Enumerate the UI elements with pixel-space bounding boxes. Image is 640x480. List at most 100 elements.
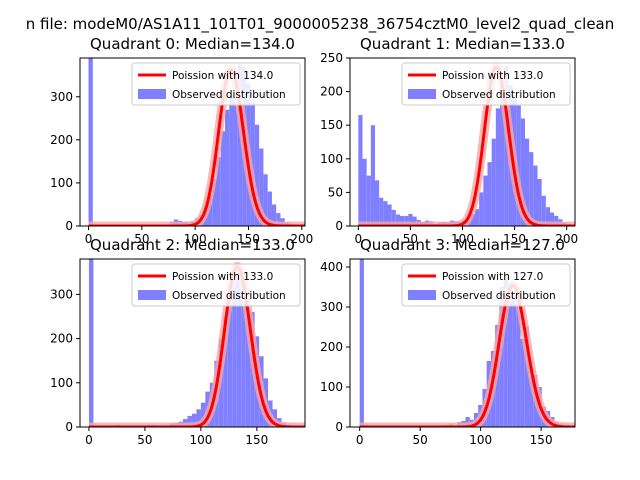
y-tick-label: 200 — [50, 332, 73, 346]
poisson-curve — [357, 65, 575, 226]
histogram-bar — [375, 180, 380, 226]
x-tick-label: 0 — [356, 433, 364, 447]
histogram-bar — [487, 162, 492, 226]
histogram-bar — [207, 195, 213, 226]
histogram-bar — [387, 204, 392, 226]
histogram-bar — [254, 124, 260, 226]
histogram-bar — [500, 78, 505, 226]
legend-label-observed: Observed distribution — [442, 89, 556, 101]
subplot-title: Quadrant 3: Median=127.0 — [360, 236, 565, 254]
x-tick-label: 100 — [469, 433, 492, 447]
histogram-bar — [512, 295, 517, 427]
x-tick-label: 150 — [237, 232, 260, 246]
histogram-bar — [267, 191, 272, 226]
histogram-bar — [271, 204, 277, 226]
histogram-bar — [554, 215, 559, 226]
subplot-quadrant-0: Quadrant 0: Median=134.0 0 50 100 150 200 0 10… — [50, 35, 313, 246]
poisson-curve — [88, 67, 305, 226]
legend-box — [401, 62, 571, 106]
y-tick-label: 50 — [328, 185, 343, 199]
histogram-bar — [537, 178, 542, 226]
histogram-bar — [250, 103, 255, 226]
figure-suptitle: n file: modeM0/AS1A11_101T01_9000005238_… — [26, 15, 615, 34]
y-tick-label: 100 — [50, 376, 73, 390]
histogram-bar — [259, 148, 264, 226]
x-tick-label: 100 — [189, 433, 212, 447]
histogram-bar — [529, 152, 534, 226]
y-tick-label: 100 — [50, 176, 73, 190]
histogram-bar — [229, 94, 234, 226]
y-tick-label: 200 — [50, 133, 73, 147]
x-tick-label: 0 — [85, 433, 93, 447]
histogram-bar — [541, 195, 546, 226]
legend-label-poisson: Poission with 134.0 — [172, 70, 273, 82]
histogram-bar — [491, 138, 496, 226]
histogram-bar — [475, 209, 480, 226]
legend-label-poisson: Poission with 133.0 — [442, 70, 543, 82]
histogram-bar — [366, 175, 371, 226]
plot-area — [85, 259, 305, 427]
legend-box — [401, 263, 571, 307]
plot-area — [354, 62, 575, 226]
histogram-bar — [495, 108, 500, 226]
x-tick-label: 150 — [530, 433, 553, 447]
x-tick-label: 100 — [184, 232, 207, 246]
histogram-bar — [524, 327, 530, 427]
histogram-bar — [483, 175, 488, 226]
histogram-bar — [236, 265, 242, 427]
histogram-bar — [276, 213, 281, 226]
legend-box — [131, 263, 301, 307]
subplot-title: Quadrant 0: Median=134.0 — [90, 35, 295, 53]
y-tick-label: 300 — [50, 287, 73, 301]
histogram-bar — [212, 178, 217, 226]
y-tick-label: 200 — [320, 340, 343, 354]
y-tick-label: 400 — [320, 260, 343, 274]
histogram-bar — [391, 209, 396, 226]
histogram-bar — [550, 212, 555, 226]
histogram-bar — [533, 165, 538, 226]
y-tick-label: 0 — [335, 219, 343, 233]
legend-bar-swatch — [408, 290, 436, 300]
histogram-bar — [359, 259, 364, 427]
histogram-bar — [516, 287, 521, 427]
histogram-bar — [358, 115, 363, 226]
histogram-bar — [525, 138, 530, 226]
axes-frame — [79, 57, 306, 227]
histogram-bar — [237, 64, 243, 226]
x-tick-label: 100 — [451, 232, 474, 246]
histogram-bar — [223, 316, 228, 427]
subplot-quadrant-2: Quadrant 2: Median=133.0 0 50 100 150 0 100 20… — [50, 236, 306, 447]
histogram-bar — [196, 409, 201, 427]
axes-frame — [79, 258, 306, 428]
histogram-bar — [400, 215, 405, 226]
histogram-bar — [232, 281, 237, 427]
y-tick-label: 300 — [50, 90, 73, 104]
histogram-bar — [200, 402, 206, 427]
histogram-bar — [516, 105, 521, 226]
histogram-bar — [241, 278, 246, 427]
legend: Poission with 127.0 Observed distribution — [401, 263, 571, 307]
histogram-bar — [227, 294, 233, 427]
histogram-bar — [412, 216, 417, 226]
histogram-bar — [395, 214, 400, 226]
poisson-band — [356, 280, 575, 427]
legend: Poission with 133.0 Observed distribution — [131, 263, 301, 307]
histogram-bar — [362, 158, 367, 226]
legend: Poission with 134.0 Observed distribution — [131, 62, 301, 106]
legend-box — [131, 62, 301, 106]
histogram-bar — [529, 367, 534, 427]
histogram-bar — [379, 197, 384, 226]
histogram-bar — [88, 259, 94, 427]
y-tick-label: 0 — [65, 219, 73, 233]
x-tick-label: 200 — [290, 232, 313, 246]
x-tick-label: 50 — [134, 232, 149, 246]
subplot-quadrant-3: Quadrant 3: Median=127.0 0 50 100 150 0 100 20… — [320, 236, 576, 447]
histogram-bar — [520, 339, 525, 427]
subplot-title: Quadrant 1: Median=133.0 — [360, 35, 565, 53]
histogram-bar — [225, 109, 230, 226]
histogram-bar — [465, 417, 470, 427]
histogram-bar — [370, 125, 375, 226]
legend: Poission with 133.0 Observed distribution — [401, 62, 571, 106]
x-tick-label: 200 — [555, 232, 578, 246]
